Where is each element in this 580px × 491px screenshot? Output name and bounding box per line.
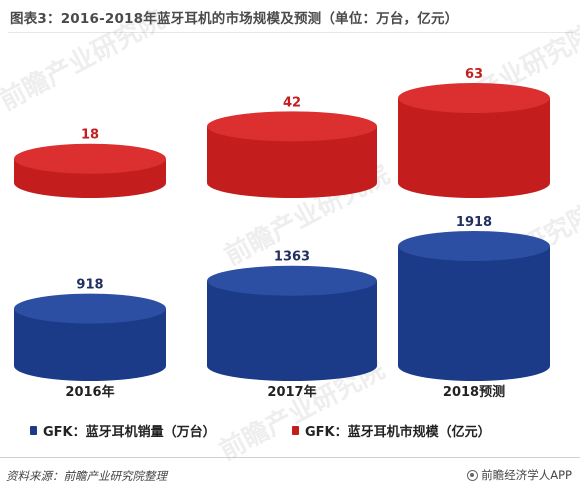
- scale-bar-2-top: [398, 83, 550, 113]
- scale-bar-1: [207, 111, 377, 198]
- sales-bar-2: [398, 231, 550, 381]
- legend-item-sales: GFK：蓝牙耳机销量（万台）: [30, 421, 216, 440]
- sales-bar-2-body: [398, 246, 550, 381]
- category-label-0: 2016年: [65, 384, 114, 400]
- sales-bar-1: [207, 265, 377, 381]
- sales-value-label-1: 1363: [274, 250, 310, 265]
- title-divider: [8, 32, 574, 33]
- sales-bar-0-top: [14, 293, 166, 324]
- brand-icon: [467, 469, 479, 481]
- sales-bar-0-body: [14, 308, 166, 381]
- scale-value-label-1: 42: [283, 95, 301, 110]
- scale-bar-1-body: [207, 126, 377, 198]
- legend-item-scale: GFK：蓝牙耳机市规模（亿元）: [292, 421, 491, 440]
- legend-swatch-sales: [30, 426, 37, 435]
- sales-value-label-2: 1918: [456, 215, 492, 230]
- category-label-1: 2017年: [267, 384, 316, 400]
- scale-bar-0: [14, 143, 166, 198]
- scale-bar-1-top: [207, 111, 377, 142]
- brand-label: 前瞻经济学人APP: [481, 468, 572, 482]
- legend-swatch-scale: [292, 426, 299, 435]
- sales-value-label-0: 918: [76, 278, 103, 293]
- scale-value-label-0: 18: [81, 128, 99, 143]
- footer-divider: [0, 457, 580, 458]
- chart-title: 图表3：2016-2018年蓝牙耳机的市场规模及预测（单位：万台，亿元）: [10, 11, 459, 27]
- sales-bar-1-body: [207, 280, 377, 381]
- scale-bar-2-body: [398, 98, 550, 198]
- scale-bar-2: [398, 83, 550, 198]
- legend-label-scale: GFK：蓝牙耳机市规模（亿元）: [305, 425, 491, 440]
- legend-label-sales: GFK：蓝牙耳机销量（万台）: [43, 425, 216, 440]
- sales-bar-1-top: [207, 265, 377, 296]
- source-note: 资料来源：前瞻产业研究院整理: [6, 469, 167, 483]
- category-label-2: 2018预测: [443, 384, 505, 400]
- brand-mark: 前瞻经济学人APP: [467, 467, 572, 483]
- legend: GFK：蓝牙耳机销量（万台） GFK：蓝牙耳机市规模（亿元）: [30, 421, 570, 441]
- cylinder-chart: 918 18 2016年 1363 42 2017年 1918 63 2018预测: [14, 67, 550, 400]
- sales-bar-2-top: [398, 231, 550, 261]
- scale-value-label-2: 63: [465, 67, 483, 82]
- scale-bar-0-top: [14, 143, 166, 174]
- sales-bar-0: [14, 293, 166, 381]
